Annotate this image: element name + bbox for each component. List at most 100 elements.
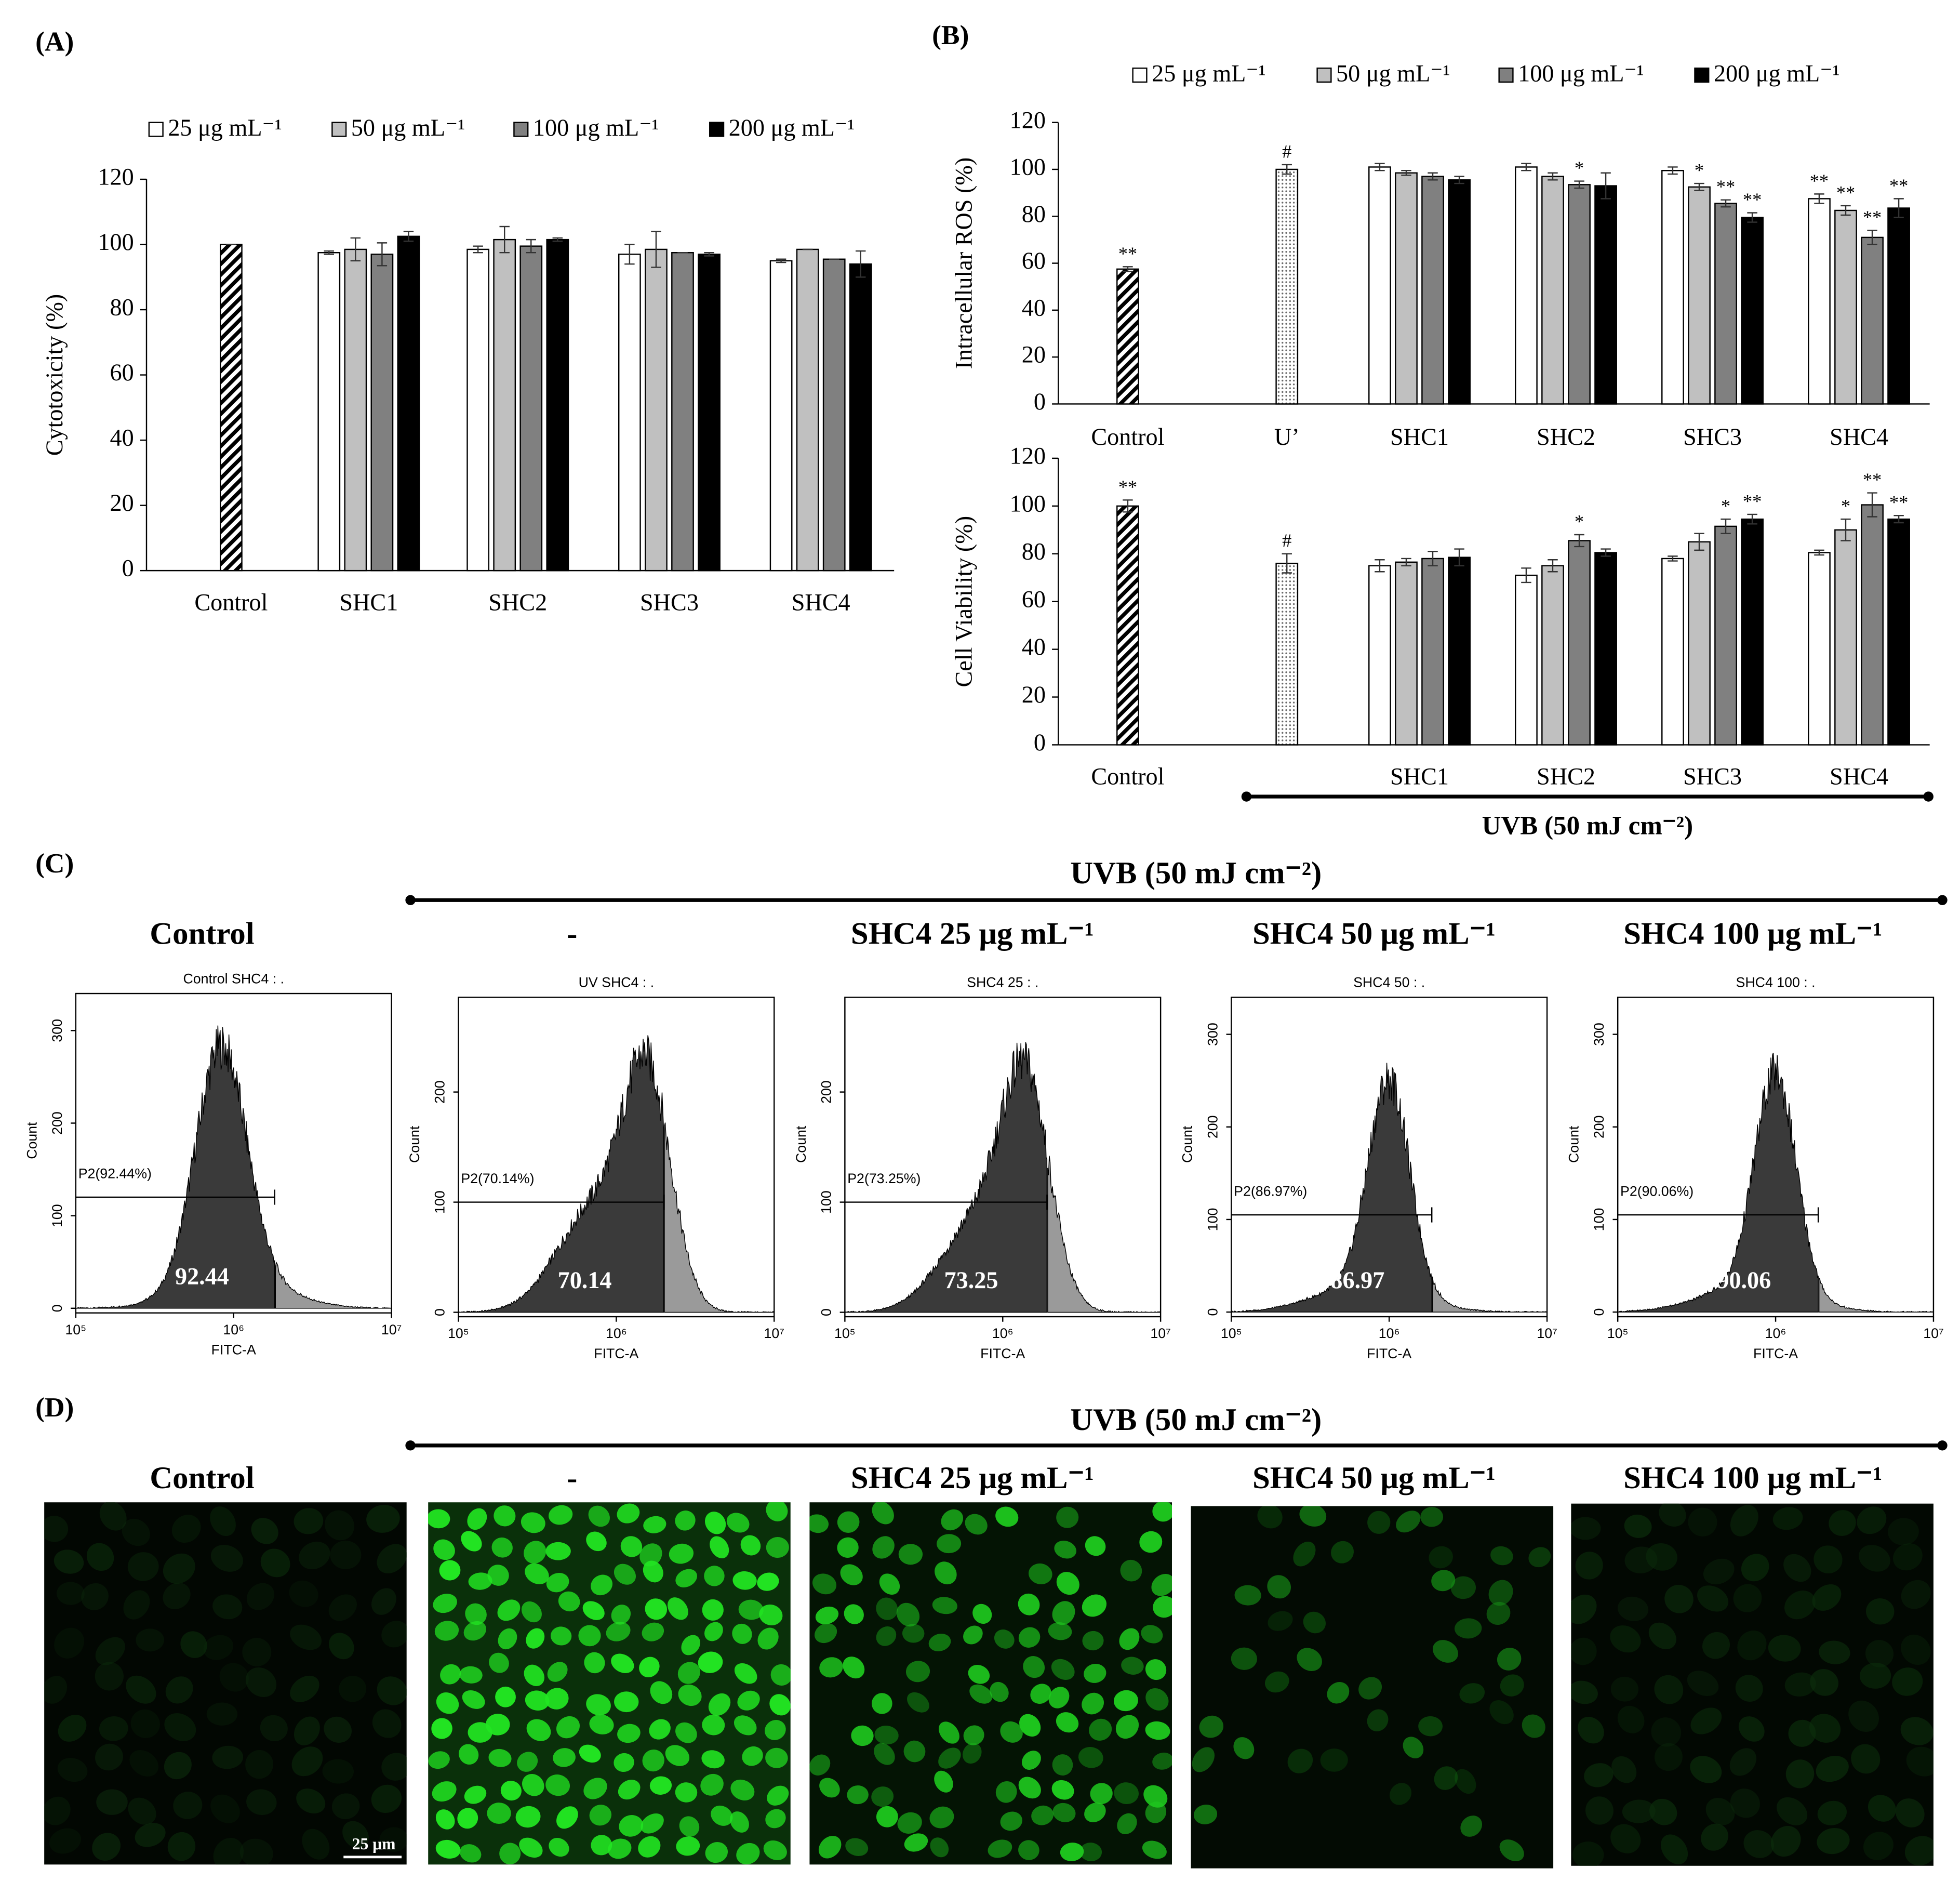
cell: [126, 1675, 156, 1704]
cell: [81, 1583, 109, 1610]
column-title: -: [567, 1461, 577, 1495]
cell: [871, 1786, 894, 1807]
bar: [1688, 541, 1711, 746]
cell: [1859, 1545, 1890, 1572]
cell: [643, 1516, 666, 1533]
cell: [491, 1537, 513, 1558]
cell: [1904, 1836, 1934, 1866]
cell: [669, 1543, 694, 1564]
cell: [136, 1628, 164, 1652]
cell: [1048, 1687, 1070, 1708]
micrograph: [1191, 1506, 1554, 1869]
cell: [1743, 1830, 1774, 1858]
gate-label: P2(90.06%): [1620, 1183, 1694, 1199]
x-tick-label: SHC1: [1390, 763, 1449, 790]
y-tick-label: 120: [1010, 443, 1046, 469]
cell: [1851, 1744, 1881, 1774]
cell: [95, 1743, 123, 1771]
y-axis-label: Count: [793, 1125, 809, 1163]
cell: [1617, 1705, 1645, 1733]
bar: [1568, 184, 1591, 405]
cell: [219, 1663, 249, 1692]
cell: [968, 1664, 990, 1684]
cell: [1420, 1507, 1444, 1527]
bar: [493, 239, 516, 572]
cell: [814, 1623, 837, 1644]
cell: [1784, 1591, 1816, 1620]
gate-label: P2(70.14%): [461, 1171, 534, 1186]
cell: [371, 1588, 396, 1615]
cell: [1865, 1640, 1894, 1667]
cell: [734, 1663, 757, 1684]
cell: [837, 1511, 860, 1533]
x-tick-label: 10⁶: [992, 1326, 1014, 1341]
x-tick-label: U’: [1274, 423, 1300, 450]
cell: [1488, 1580, 1513, 1606]
gated-percent: 73.25: [944, 1267, 998, 1293]
micrograph: [809, 1502, 1172, 1865]
bar: [1834, 529, 1857, 746]
cell: [1865, 1598, 1895, 1625]
cell: [897, 1812, 922, 1834]
gated-percent: 92.44: [175, 1263, 229, 1290]
cell: [1486, 1601, 1511, 1625]
cell: [99, 1502, 127, 1531]
cell: [1816, 1755, 1849, 1782]
cell: [905, 1661, 930, 1683]
histogram-ungated: [275, 1261, 392, 1309]
x-tick-label: Control: [1091, 423, 1164, 450]
cell: [459, 1666, 483, 1684]
y-axis-label: Count: [24, 1122, 39, 1159]
cell: [122, 1518, 150, 1546]
cell: [461, 1531, 482, 1552]
cell: [167, 1832, 196, 1861]
cell: [58, 1715, 87, 1742]
cell: [1785, 1759, 1815, 1789]
x-tick-label: Control: [194, 589, 268, 615]
cell: [668, 1597, 688, 1620]
cell: [930, 1837, 949, 1858]
cell: [463, 1621, 487, 1641]
cell: [206, 1702, 238, 1726]
bar: [1368, 565, 1391, 746]
bracket-end: [1923, 791, 1934, 802]
micrograph-background: [809, 1502, 1172, 1865]
x-tick-label: SHC2: [488, 589, 547, 615]
x-tick-label: SHC2: [1537, 423, 1595, 450]
bar: [397, 235, 420, 572]
cell: [937, 1534, 962, 1554]
cell: [1819, 1640, 1850, 1664]
cell: [819, 1657, 843, 1678]
y-tick-label: 0: [1591, 1308, 1607, 1316]
cell: [203, 1635, 234, 1660]
bracket-end: [1241, 791, 1252, 802]
cell: [1455, 1769, 1476, 1794]
cell: [876, 1626, 897, 1646]
cell: [1705, 1797, 1735, 1825]
cell: [1193, 1805, 1218, 1824]
cell: [489, 1652, 509, 1673]
y-tick-label: 40: [1022, 633, 1046, 660]
cell: [1257, 1506, 1283, 1529]
cell: [1814, 1545, 1843, 1574]
cell: [499, 1843, 521, 1865]
gate-label: P2(86.97%): [1234, 1183, 1307, 1199]
cell: [988, 1839, 1012, 1858]
cell: [994, 1630, 1015, 1649]
cell: [582, 1601, 605, 1620]
cell: [1293, 1541, 1316, 1567]
x-tick-label: 10⁵: [834, 1326, 856, 1341]
x-axis-label: FITC-A: [1753, 1346, 1798, 1361]
cell: [1810, 1669, 1838, 1696]
y-tick-label: 80: [110, 294, 134, 321]
cell: [553, 1748, 576, 1767]
cell: [171, 1515, 201, 1543]
x-axis-label: FITC-A: [980, 1346, 1025, 1361]
cell: [289, 1580, 318, 1607]
cell: [705, 1842, 728, 1863]
cell: [468, 1572, 492, 1590]
cell: [1702, 1632, 1730, 1659]
cell: [588, 1505, 610, 1527]
cell: [737, 1690, 760, 1711]
cell: [962, 1743, 982, 1764]
